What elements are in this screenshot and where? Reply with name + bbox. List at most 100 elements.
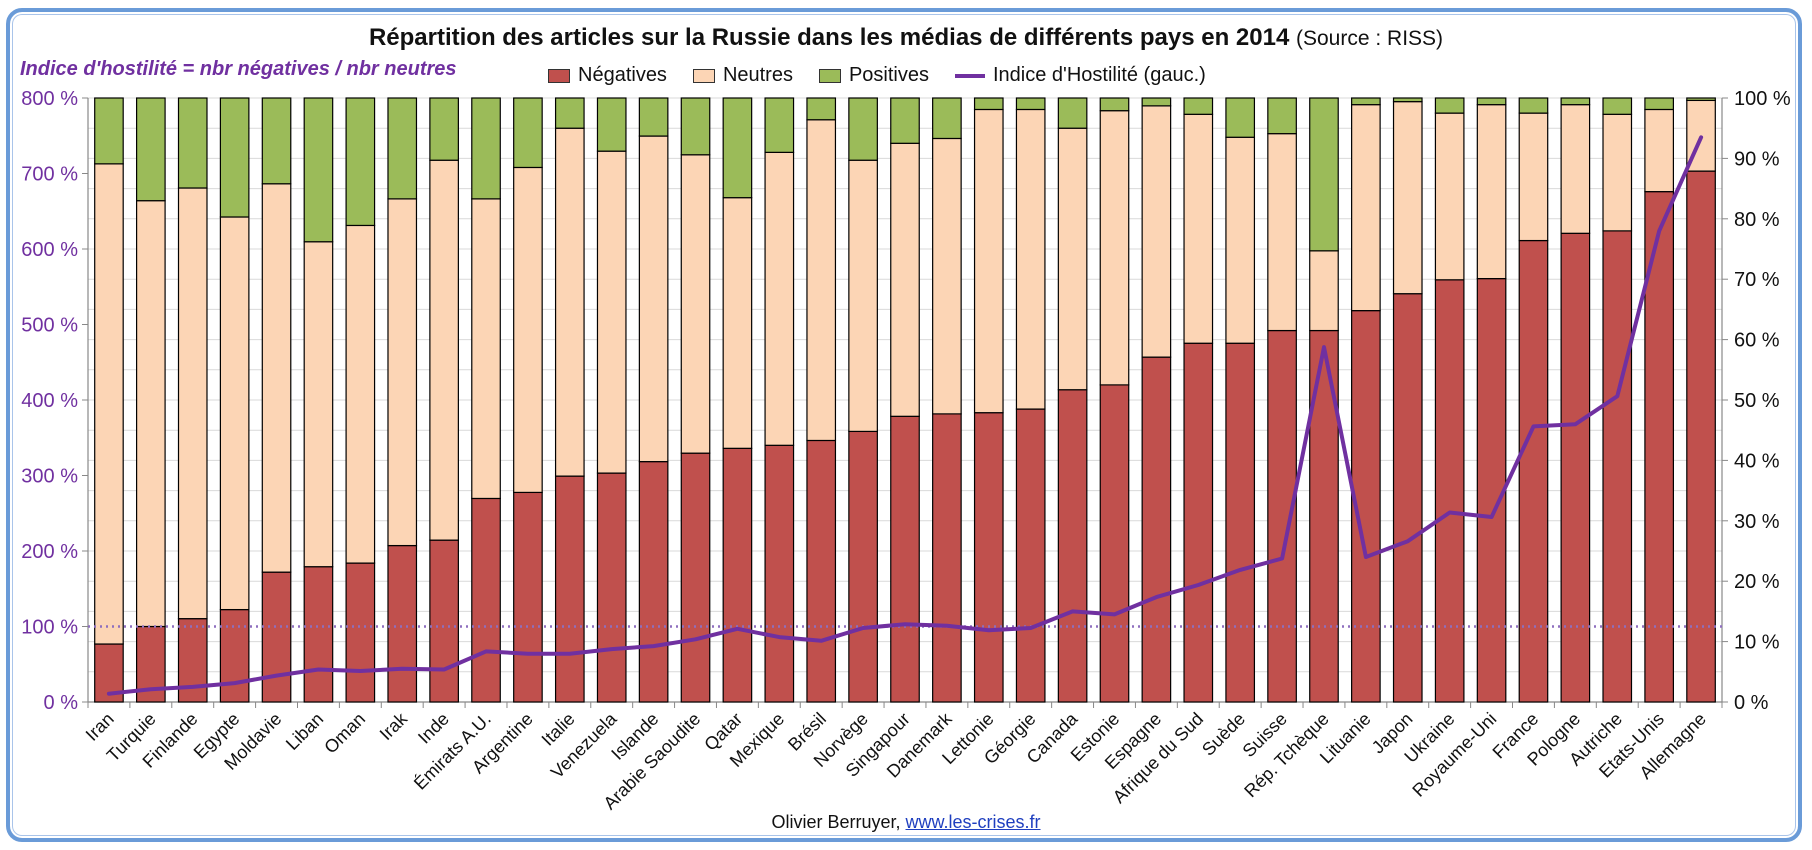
- bar-negatives: [387, 544, 418, 703]
- bar-positives: [219, 97, 250, 218]
- bar-negatives: [219, 608, 250, 703]
- bar-neutres: [1560, 104, 1591, 234]
- bar-negatives: [1267, 329, 1297, 703]
- bar-neutres: [1351, 104, 1381, 312]
- bar-negatives: [680, 452, 711, 703]
- bar-negatives: [1602, 230, 1633, 703]
- bar-negatives: [973, 412, 1004, 703]
- bar-positives: [429, 97, 459, 161]
- right-tick-label: 50 %: [1734, 390, 1780, 412]
- left-tick-label: 200 %: [21, 541, 78, 563]
- bar-neutres: [1309, 250, 1339, 332]
- bar-neutres: [1644, 108, 1674, 193]
- bar-negatives: [764, 444, 795, 703]
- left-tick-label: 800 %: [21, 88, 78, 110]
- legend-swatch-neutres: [692, 68, 715, 83]
- x-tick-label: Irak: [376, 708, 412, 744]
- chart-title: Répartition des articles sur la Russie d…: [0, 24, 1812, 52]
- bar-negatives: [1686, 170, 1716, 703]
- bar-negatives: [722, 447, 753, 703]
- bar-neutres: [638, 135, 669, 463]
- bar-positives: [973, 97, 1004, 111]
- legend-line-index: [955, 73, 985, 78]
- bar-negatives: [177, 618, 208, 703]
- hostility-formula: Indice d'hostilité = nbr négatives / nbr…: [20, 58, 457, 80]
- footer-link[interactable]: www.les-crises.fr: [905, 812, 1041, 832]
- bar-neutres: [1267, 133, 1297, 332]
- bar-neutres: [1183, 113, 1214, 344]
- bar-negatives: [1183, 342, 1214, 703]
- bar-positives: [1392, 97, 1423, 103]
- bar-neutres: [680, 154, 711, 454]
- bar-neutres: [1141, 105, 1172, 358]
- bar-neutres: [136, 200, 166, 628]
- bar-negatives: [471, 497, 501, 703]
- bar-negatives: [303, 566, 334, 703]
- bar-negatives: [261, 571, 292, 703]
- bar-positives: [1476, 97, 1507, 106]
- bar-negatives: [1099, 384, 1130, 703]
- bar-negatives: [1309, 329, 1339, 703]
- right-tick-label: 100 %: [1734, 88, 1791, 110]
- bar-negatives: [806, 439, 837, 703]
- bar-positives: [94, 97, 124, 165]
- x-tick-label: Liban: [282, 709, 327, 754]
- bar-positives: [848, 97, 878, 161]
- bar-positives: [1602, 97, 1633, 115]
- x-tick-label: Suède: [1198, 709, 1249, 760]
- bar-positives: [680, 97, 711, 156]
- legend: Négatives Neutres Positives Indice d'Hos…: [548, 64, 1206, 87]
- bar-negatives: [596, 472, 627, 703]
- chart-title-source: (Source : RISS): [1296, 27, 1444, 50]
- left-tick-label: 0 %: [44, 692, 79, 714]
- x-tick-label: Oman: [320, 709, 369, 758]
- bar-positives: [1099, 97, 1130, 112]
- right-tick-label: 80 %: [1734, 209, 1780, 231]
- bar-neutres: [303, 241, 334, 568]
- bar-negatives: [1141, 356, 1172, 703]
- bar-neutres: [1099, 110, 1130, 386]
- legend-item-negatives: Négatives: [548, 64, 667, 87]
- right-tick-label: 0 %: [1734, 692, 1769, 714]
- bar-positives: [1225, 97, 1256, 138]
- bar-negatives: [638, 461, 669, 703]
- bar-positives: [136, 97, 166, 202]
- bar-neutres: [471, 198, 501, 500]
- bar-negatives: [513, 491, 543, 703]
- bar-positives: [1518, 97, 1549, 114]
- bar-neutres: [1476, 104, 1507, 280]
- bar-neutres: [345, 224, 376, 564]
- bar-positives: [806, 97, 837, 121]
- bar-positives: [1141, 97, 1172, 107]
- bar-positives: [1351, 97, 1381, 106]
- bar-neutres: [973, 108, 1004, 414]
- right-tick-label: 40 %: [1734, 450, 1780, 472]
- bar-negatives: [1434, 279, 1465, 703]
- bar-neutres: [890, 142, 920, 417]
- bar-positives: [638, 97, 669, 137]
- right-tick-label: 60 %: [1734, 330, 1780, 352]
- right-tick-label: 30 %: [1734, 511, 1780, 533]
- bar-negatives: [1392, 293, 1423, 703]
- legend-item-positives: Positives: [818, 64, 929, 87]
- bar-neutres: [387, 198, 418, 547]
- bar-positives: [177, 97, 208, 189]
- left-tick-label: 400 %: [21, 390, 78, 412]
- bar-positives: [1309, 97, 1339, 252]
- bar-positives: [387, 97, 418, 200]
- bar-positives: [1560, 97, 1591, 106]
- x-tick-label: Iran: [82, 709, 118, 745]
- bar-negatives: [1560, 232, 1591, 703]
- bar-negatives: [345, 562, 376, 703]
- left-tick-label: 100 %: [21, 617, 78, 639]
- bar-neutres: [1392, 101, 1423, 295]
- left-tick-label: 500 %: [21, 315, 78, 337]
- bar-neutres: [764, 151, 795, 446]
- bar-negatives: [932, 413, 962, 703]
- bar-negatives: [1057, 389, 1088, 703]
- bar-positives: [513, 97, 543, 169]
- bar-neutres: [596, 150, 627, 474]
- left-tick-label: 600 %: [21, 239, 78, 261]
- legend-label-negatives: Négatives: [578, 64, 667, 86]
- legend-label-index: Indice d'Hostilité (gauc.): [993, 64, 1206, 86]
